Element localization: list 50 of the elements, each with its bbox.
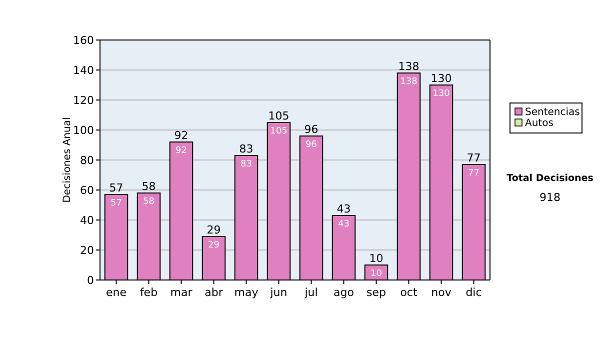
- legend-label: Autos: [525, 118, 554, 129]
- total-label: 92: [174, 129, 188, 142]
- data-label: 77: [468, 168, 480, 178]
- data-label: 43: [338, 220, 350, 230]
- data-label: 105: [270, 126, 288, 136]
- total-label: 77: [466, 152, 481, 164]
- y-tick-label: 140: [73, 64, 94, 77]
- total-label: 57: [109, 182, 124, 194]
- x-tick-label: sep: [366, 286, 386, 299]
- x-tick-label: feb: [140, 286, 158, 299]
- y-tick-label: 0: [87, 274, 94, 287]
- y-tick-label: 80: [80, 154, 94, 167]
- y-tick-label: 60: [80, 184, 94, 197]
- legend-label: Sentencias: [525, 107, 580, 118]
- x-tick-label: jun: [269, 286, 288, 299]
- total-label: 130: [430, 72, 452, 85]
- y-axis-title: Decisiones Anual: [62, 117, 73, 203]
- data-label: 130: [432, 89, 450, 99]
- data-label: 57: [110, 198, 122, 208]
- y-tick-label: 40: [80, 214, 94, 227]
- total-label: 43: [336, 202, 351, 216]
- x-tick-label: jul: [304, 286, 318, 299]
- data-label: 83: [240, 160, 252, 170]
- x-tick-label: ene: [106, 286, 127, 299]
- data-label: 29: [208, 240, 220, 250]
- total-label: 138: [398, 60, 420, 73]
- x-tick-label: mar: [170, 286, 193, 299]
- data-label: 92: [176, 146, 187, 156]
- x-tick-label: abr: [204, 286, 224, 299]
- data-label: 10: [370, 269, 382, 279]
- total-label: 58: [142, 180, 156, 193]
- y-tick-label: 100: [73, 124, 94, 137]
- y-tick-label: 160: [73, 34, 94, 47]
- y-tick-label: 20: [80, 244, 94, 257]
- text: 918: [540, 191, 560, 204]
- y-tick-label: 120: [73, 94, 94, 107]
- total-label: 10: [369, 252, 384, 265]
- data-label: 96: [306, 140, 318, 150]
- data-label: 138: [400, 77, 418, 87]
- total-label: 96: [304, 123, 318, 136]
- total-label: 29: [206, 224, 221, 236]
- x-tick-label: dic: [466, 286, 482, 299]
- x-tick-label: ago: [334, 286, 354, 299]
- x-tick-label: oct: [400, 286, 418, 299]
- x-tick-label: may: [234, 286, 259, 299]
- x-tick-label: nov: [431, 286, 452, 299]
- total-label: 83: [239, 142, 254, 156]
- total-label: 105: [268, 110, 290, 122]
- data-label: 58: [143, 197, 155, 207]
- text: Total Decisiones: [506, 173, 594, 184]
